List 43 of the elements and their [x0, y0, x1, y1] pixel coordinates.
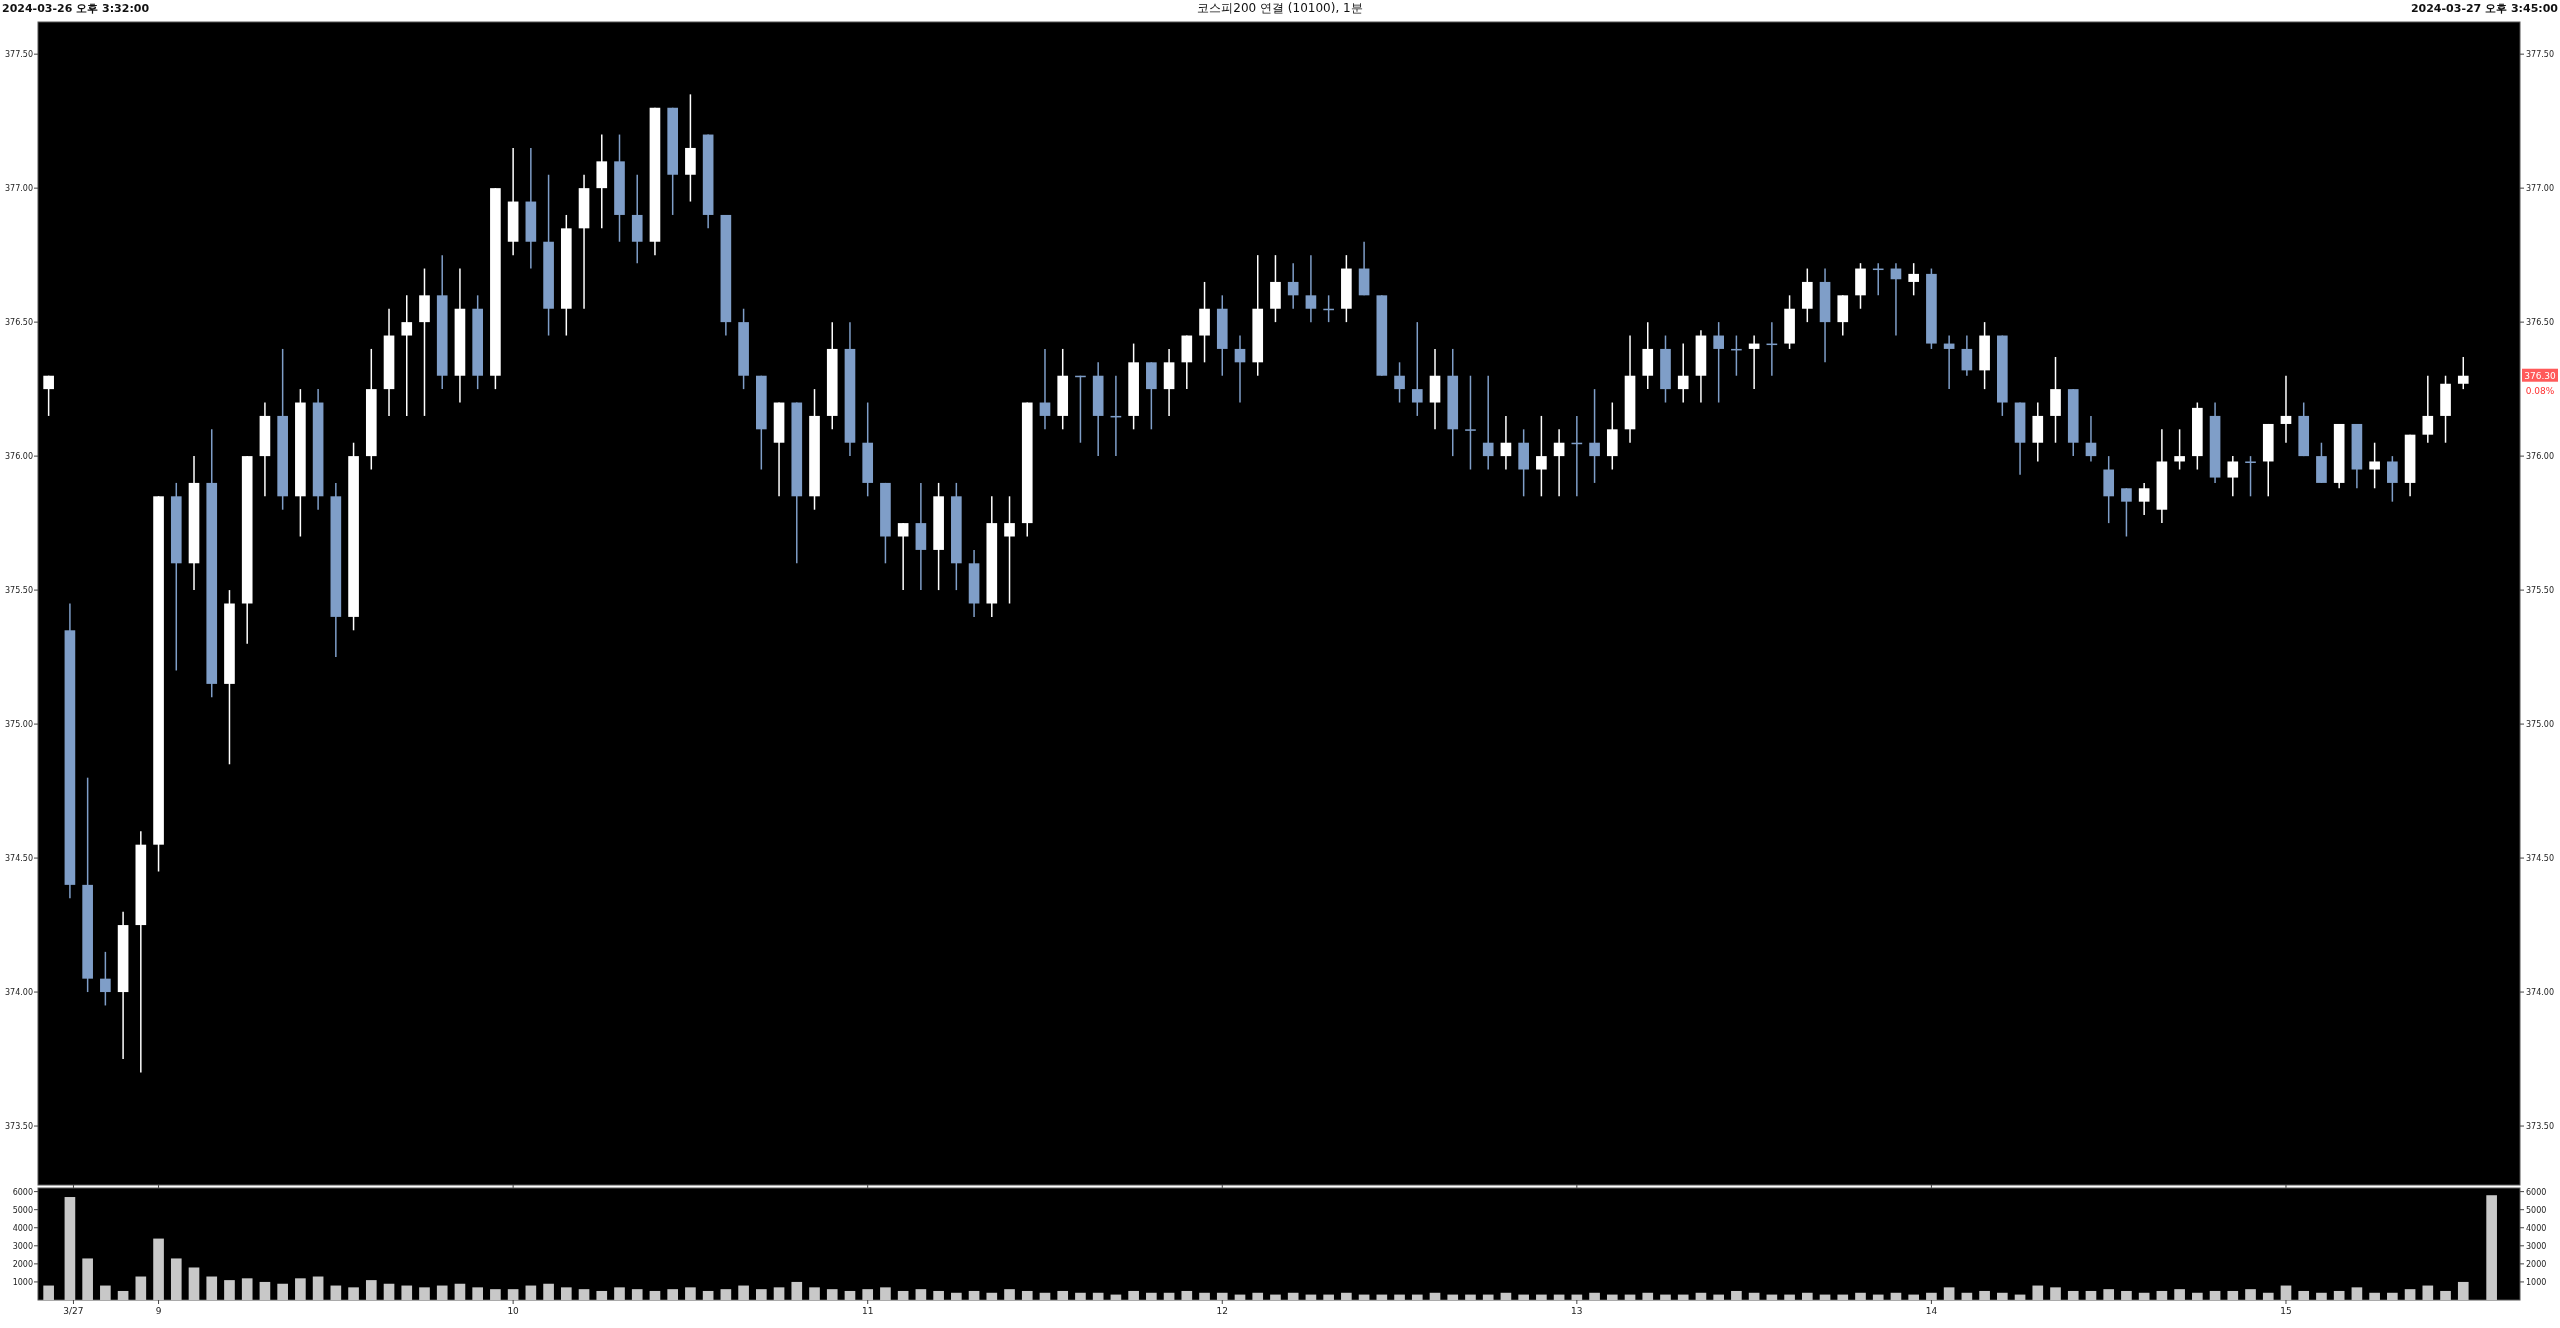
y2-tick-label: 375.00 [2526, 720, 2554, 730]
text: 2024-03-27 오후 3:45:00 [2410, 2, 2559, 15]
x-tick-label: 11 [861, 1306, 874, 1316]
chart-title: 코스피200 연결 (10100), 1분 [1197, 1, 1363, 15]
y2-tick-label: 377.50 [2526, 50, 2554, 60]
y-tick-label: 374.50 [5, 854, 33, 864]
y-tick-label: 4000 [12, 1223, 33, 1233]
y-tick-label: 6000 [12, 1187, 33, 1197]
y2-tick-label: 3000 [2526, 1241, 2547, 1251]
x-tick-label: 13 [1571, 1306, 1583, 1316]
text: 0.08% [2525, 385, 2555, 396]
y-tick-label: 377.50 [5, 50, 33, 60]
y-tick-label: 1000 [12, 1277, 33, 1287]
y2-tick-label: 377.00 [2526, 184, 2554, 194]
y-tick-label: 377.00 [5, 184, 33, 194]
y-tick-label: 3000 [12, 1241, 33, 1251]
y2-tick-label: 375.50 [2526, 586, 2554, 596]
y-tick-label: 2000 [12, 1259, 33, 1269]
y2-tick-label: 6000 [2526, 1187, 2547, 1197]
y-tick-label: 375.00 [5, 720, 33, 730]
y2-tick-label: 4000 [2526, 1223, 2547, 1233]
y2-tick-label: 374.50 [2526, 854, 2554, 864]
y2-tick-label: 376.50 [2526, 318, 2554, 328]
x-tick-label: 10 [507, 1306, 520, 1316]
x-tick-label: 9 [155, 1306, 162, 1316]
y-tick-label: 376.00 [5, 452, 33, 462]
y2-tick-label: 374.00 [2526, 988, 2554, 998]
x-tick-label: 15 [2280, 1306, 2292, 1316]
x-tick-label: 14 [1925, 1306, 1938, 1316]
annotation: 376.30 [2524, 370, 2557, 381]
y2-tick-label: 2000 [2526, 1259, 2547, 1269]
text: 2024-03-26 오후 3:32:00 [2, 2, 150, 15]
y-tick-label: 374.00 [5, 988, 33, 998]
y2-tick-label: 373.50 [2526, 1122, 2554, 1132]
y2-tick-label: 376.00 [2526, 452, 2554, 462]
y2-tick-label: 5000 [2526, 1205, 2547, 1215]
x-tick-label: 3/27 [63, 1306, 84, 1316]
y-tick-label: 375.50 [5, 586, 33, 596]
y2-tick-label: 1000 [2526, 1277, 2547, 1287]
y-tick-label: 5000 [12, 1205, 33, 1215]
y-tick-label: 373.50 [5, 1122, 33, 1132]
y-tick-label: 376.50 [5, 318, 33, 328]
x-tick-label: 12 [1216, 1306, 1228, 1316]
